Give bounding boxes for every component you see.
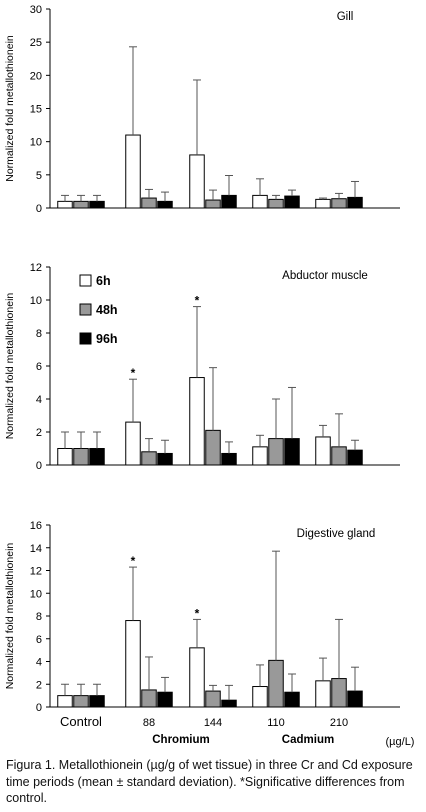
y-tick-label: 4	[36, 394, 42, 406]
significance-marker: *	[195, 606, 200, 620]
y-axis-title: Normalized fold metallothionein	[4, 293, 16, 440]
bar-96h-Control	[89, 200, 105, 209]
bar-96h-Control	[89, 448, 105, 466]
bar-6h-144	[189, 647, 205, 708]
bar-96h-144	[221, 699, 237, 708]
figure-caption: Figura 1. Metallothionein (µg/g of wet t…	[6, 758, 413, 805]
bar-96h-88	[157, 452, 173, 466]
bar-48h-210	[331, 198, 347, 209]
legend-swatch-48h	[79, 303, 92, 316]
bar-48h-210	[331, 678, 347, 708]
y-tick-label: 2	[36, 427, 42, 439]
bar-96h-110	[284, 438, 300, 466]
bar-6h-88	[125, 620, 141, 708]
x-tick-label: 110	[267, 717, 285, 729]
y-tick-label: 8	[36, 328, 42, 340]
bar-48h-Control	[73, 200, 89, 209]
y-tick-label: 20	[30, 70, 42, 82]
bar-48h-144	[205, 199, 221, 209]
x-tick-label: 88	[143, 717, 155, 729]
bar-48h-110	[268, 659, 284, 708]
x-group-label: Chromium	[152, 734, 210, 746]
bar-96h-Control	[89, 695, 105, 708]
y-tick-label: 8	[36, 611, 42, 623]
bar-96h-110	[284, 195, 300, 209]
bar-48h-110	[268, 438, 284, 466]
y-axis-title: Normalized fold metallothionein	[4, 35, 16, 182]
bar-6h-210	[315, 198, 331, 209]
bar-6h-144	[189, 377, 205, 466]
y-tick-label: 30	[30, 4, 42, 16]
significance-marker: *	[195, 294, 200, 308]
bar-6h-110	[252, 446, 268, 466]
bar-96h-210	[347, 449, 363, 466]
y-tick-label: 12	[30, 262, 42, 274]
y-tick-label: 10	[30, 137, 42, 149]
bar-48h-110	[268, 198, 284, 209]
legend-swatch-6h	[79, 274, 92, 287]
panel-title: Gill	[337, 11, 354, 23]
x-group-label: Cadmium	[282, 734, 334, 746]
y-tick-label: 15	[30, 104, 42, 116]
bar-6h-110	[252, 194, 268, 209]
y-tick-label: 4	[36, 657, 42, 669]
bar-48h-88	[141, 197, 157, 209]
y-tick-label: 0	[36, 203, 42, 215]
x-tick-label: 210	[330, 717, 348, 729]
legend-label-6h: 6h	[96, 274, 111, 288]
y-tick-label: 16	[30, 520, 42, 532]
bar-6h-Control	[57, 448, 73, 466]
bar-48h-144	[205, 429, 221, 466]
bar-96h-88	[157, 691, 173, 708]
y-tick-label: 0	[36, 702, 42, 714]
x-tick-label: 144	[204, 717, 222, 729]
bar-6h-210	[315, 436, 331, 466]
bar-48h-Control	[73, 448, 89, 466]
bar-48h-Control	[73, 695, 89, 708]
y-tick-label: 14	[30, 543, 42, 555]
legend-label-48h: 48h	[96, 303, 118, 317]
bar-48h-210	[331, 446, 347, 466]
y-tick-label: 6	[36, 634, 42, 646]
legend-swatch-96h	[79, 332, 92, 345]
y-tick-label: 5	[36, 170, 42, 182]
y-tick-label: 12	[30, 566, 42, 578]
bar-6h-88	[125, 134, 141, 209]
panel-title: Abductor muscle	[282, 270, 368, 282]
x-tick-label: Control	[60, 714, 102, 729]
y-tick-label: 2	[36, 679, 42, 691]
bar-6h-144	[189, 154, 205, 209]
bar-96h-210	[347, 196, 363, 209]
significance-marker: *	[131, 554, 136, 568]
y-tick-label: 0	[36, 460, 42, 472]
x-unit-label: (µg/L)	[386, 736, 415, 748]
bar-6h-Control	[57, 695, 73, 708]
y-tick-label: 10	[30, 588, 42, 600]
bar-6h-110	[252, 686, 268, 708]
significance-marker: *	[131, 366, 136, 380]
bar-96h-88	[157, 200, 173, 209]
legend-label-96h: 96h	[96, 332, 118, 346]
bar-48h-88	[141, 689, 157, 708]
bar-48h-144	[205, 690, 221, 708]
bar-48h-88	[141, 451, 157, 466]
y-tick-label: 25	[30, 37, 42, 49]
y-tick-label: 6	[36, 361, 42, 373]
bar-96h-144	[221, 452, 237, 466]
bar-96h-210	[347, 690, 363, 708]
bar-6h-Control	[57, 200, 73, 209]
bar-96h-110	[284, 691, 300, 708]
y-axis-title: Normalized fold metallothionein	[4, 543, 16, 690]
bar-6h-88	[125, 421, 141, 466]
y-tick-label: 10	[30, 295, 42, 307]
panel-title: Digestive gland	[297, 528, 376, 540]
bar-6h-210	[315, 680, 331, 708]
bar-96h-144	[221, 194, 237, 209]
